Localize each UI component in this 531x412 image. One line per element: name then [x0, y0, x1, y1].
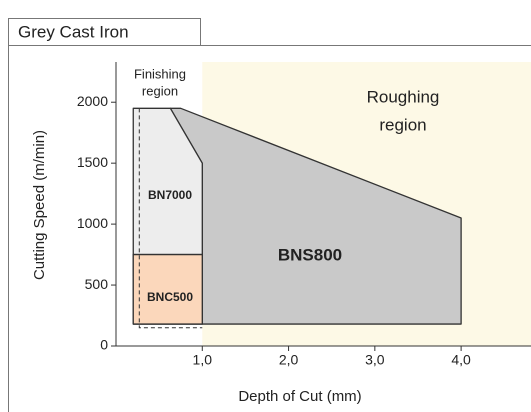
title-tab	[8, 18, 201, 46]
zone-label: Finishing	[134, 66, 186, 81]
x-tick-label: 4,0	[451, 352, 471, 368]
zone-label: region	[142, 83, 178, 98]
region-label: BNC500	[147, 290, 193, 304]
y-tick-label: 1500	[77, 154, 108, 170]
region-label: BN7000	[148, 188, 192, 202]
y-tick-label: 500	[85, 276, 109, 292]
y-axis-title: Cutting Speed (m/min)	[31, 130, 48, 280]
zone-label: Roughing	[367, 87, 440, 106]
chart-title: Grey Cast Iron	[18, 22, 129, 41]
y-tick-label: 1000	[77, 215, 108, 231]
y-tick-label: 0	[100, 337, 108, 353]
x-tick-label: 3,0	[365, 352, 385, 368]
x-axis-title: Depth of Cut (mm)	[238, 388, 361, 405]
x-tick-label: 2,0	[279, 352, 299, 368]
region	[132, 253, 203, 325]
outline	[138, 108, 203, 329]
region-label: BNS800	[278, 245, 342, 264]
y-tick-label: 2000	[77, 93, 108, 109]
zone-label: region	[379, 115, 426, 134]
x-tick-label: 1,0	[193, 352, 213, 368]
